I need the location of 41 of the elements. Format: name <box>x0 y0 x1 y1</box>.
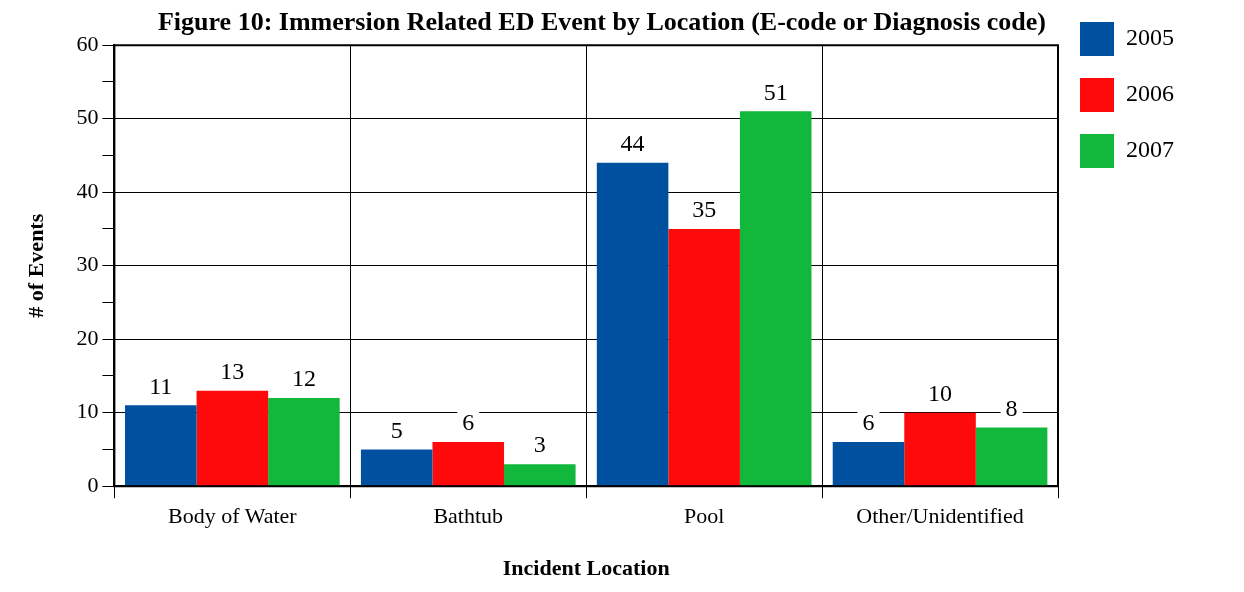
bar <box>504 464 576 486</box>
x-tick-label: Other/Unidentified <box>856 503 1024 529</box>
x-tick-label: Body of Water <box>168 503 298 529</box>
data-label: 11 <box>149 372 173 399</box>
bar <box>739 111 812 486</box>
bar <box>668 228 740 486</box>
legend-label: 2006 <box>1126 80 1174 107</box>
data-label: 44 <box>620 130 645 157</box>
x-tick-label: Bathtub <box>433 503 504 529</box>
y-tick-label: 30 <box>76 251 99 277</box>
x-tick-label: Pool <box>683 503 725 529</box>
bar <box>596 162 669 486</box>
bar <box>832 442 905 486</box>
data-label: 6 <box>862 409 875 436</box>
data-label: 10 <box>928 380 953 406</box>
y-tick-label: 10 <box>76 398 99 424</box>
bar <box>432 442 505 486</box>
data-label: 8 <box>1005 394 1018 421</box>
data-label: 12 <box>291 365 316 392</box>
bar <box>196 390 269 486</box>
y-tick-label: 40 <box>76 177 99 203</box>
y-tick-label: 20 <box>76 324 99 350</box>
y-axis-title: # of Events <box>22 213 48 318</box>
data-label: 6 <box>462 409 475 436</box>
y-tick-label: 50 <box>76 104 99 130</box>
chart-title: Figure 10: Immersion Related ED Event by Location (E-code or Diagnosis code) <box>157 7 1047 37</box>
bar <box>268 398 340 486</box>
bar <box>125 405 197 486</box>
data-label: 51 <box>763 78 788 105</box>
data-label: 13 <box>220 357 245 384</box>
y-tick-label: 0 <box>87 471 99 497</box>
legend-label: 2005 <box>1126 24 1174 51</box>
y-tick-label: 60 <box>76 30 99 56</box>
x-axis-title: Incident Location <box>502 555 670 581</box>
data-label: 3 <box>533 431 546 458</box>
bar <box>360 449 433 486</box>
bar <box>904 412 976 486</box>
legend-label: 2007 <box>1126 136 1174 163</box>
data-label: 35 <box>692 196 717 223</box>
bar <box>975 427 1048 486</box>
data-label: 5 <box>390 416 403 443</box>
